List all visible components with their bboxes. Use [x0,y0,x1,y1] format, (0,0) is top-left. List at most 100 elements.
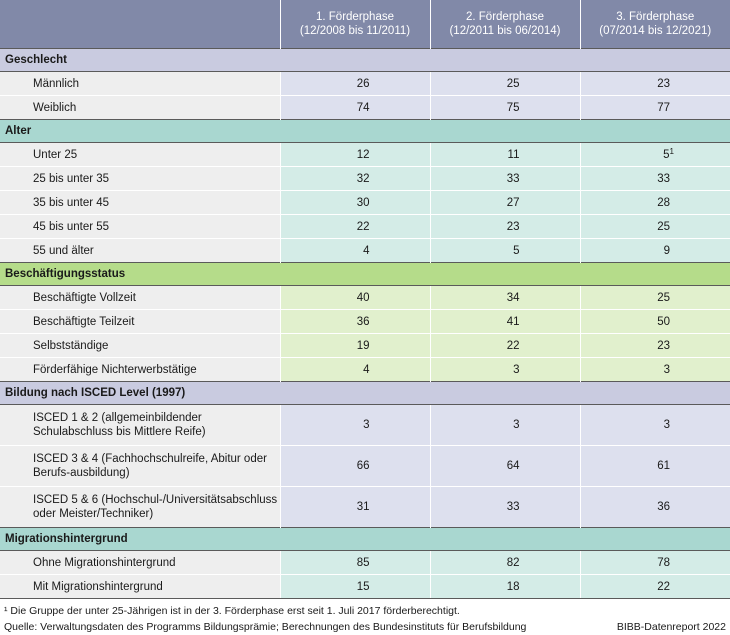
cell-value: 9 [579,238,730,263]
row-label: Förderfähige Nichterwerbstätige [0,357,280,382]
row-label: Unter 25 [0,142,280,167]
cell-value: 64 [429,445,580,487]
table-row: Selbstständige 19 22 23 [0,333,730,358]
cell-value: 25 [579,285,730,310]
cell-value: 51 [579,142,730,167]
cell-value: 33 [429,486,580,528]
table-row: 45 bis unter 55 22 23 25 [0,214,730,239]
data-table: 1. Förderphase (12/2008 bis 11/2011) 2. F… [0,0,730,598]
table-row: ISCED 1 & 2 (allgemeinbildender Schulabs… [0,404,730,446]
cell-value: 82 [429,550,580,575]
cell-value: 4 [279,238,430,263]
cell-value: 30 [279,190,430,215]
footnote: ¹ Die Gruppe der unter 25-Jährigen ist i… [4,605,460,617]
category-title: Alter [0,119,730,143]
cell-value: 19 [279,333,430,358]
table-row: Weiblich 74 75 77 [0,95,730,120]
cell-value: 22 [579,574,730,598]
cell-value: 85 [279,550,430,575]
cell-value: 36 [579,486,730,528]
cell-value: 3 [429,404,580,446]
cell-value: 36 [279,309,430,334]
row-label: Mit Migrationshintergrund [0,574,280,598]
table-row: ISCED 3 & 4 (Fachhochschulreife, Abitur … [0,445,730,487]
cell-value: 3 [279,404,430,446]
table-row: Förderfähige Nichterwerbstätige 4 3 3 [0,357,730,382]
row-label: ISCED 5 & 6 (Hochschul-/Universitätsabsc… [0,486,280,528]
table-row: Beschäftigte Teilzeit 36 41 50 [0,309,730,334]
category-row: Geschlecht [0,48,730,72]
cell-value: 33 [579,166,730,191]
table-row: Mit Migrationshintergrund 15 18 22 [0,574,730,598]
category-row: Alter [0,119,730,143]
cell-value: 31 [279,486,430,528]
header-empty [0,0,280,49]
cell-value: 40 [279,285,430,310]
header-row: 1. Förderphase (12/2008 bis 11/2011) 2. F… [0,0,730,49]
cell-value: 5 [429,238,580,263]
table-row: Ohne Migrationshintergrund 85 82 78 [0,550,730,575]
table-row: Männlich 26 25 23 [0,71,730,96]
row-label: Männlich [0,71,280,96]
cell-value: 22 [429,333,580,358]
row-label: 25 bis unter 35 [0,166,280,191]
table-row: ISCED 5 & 6 (Hochschul-/Universitätsabsc… [0,486,730,528]
row-label: Beschäftigte Teilzeit [0,309,280,334]
category-title: Bildung nach ISCED Level (1997) [0,381,730,405]
category-title: Migrationshintergrund [0,527,730,551]
header-phase-2: 2. Förderphase (12/2011 bis 06/2014) [429,0,580,49]
cell-value: 11 [429,142,580,167]
cell-value: 74 [279,95,430,120]
row-label: Beschäftigte Vollzeit [0,285,280,310]
table-row: 25 bis unter 35 32 33 33 [0,166,730,191]
cell-value: 3 [579,404,730,446]
cell-value: 12 [279,142,430,167]
row-label: 35 bis unter 45 [0,190,280,215]
cell-value: 66 [279,445,430,487]
source-note: Quelle: Verwaltungsdaten des Programms B… [4,621,527,633]
cell-value: 3 [579,357,730,382]
category-row: Beschäftigungsstatus [0,262,730,286]
cell-value: 22 [279,214,430,239]
table-row: Unter 25 12 11 51 [0,142,730,167]
header-phase-1: 1. Förderphase (12/2008 bis 11/2011) [279,0,430,49]
category-row: Migrationshintergrund [0,527,730,551]
cell-value: 50 [579,309,730,334]
category-title: Beschäftigungsstatus [0,262,730,286]
cell-value: 23 [579,333,730,358]
cell-value: 33 [429,166,580,191]
cell-value: 4 [279,357,430,382]
table-row: 55 und älter 4 5 9 [0,238,730,263]
row-label: ISCED 3 & 4 (Fachhochschulreife, Abitur … [0,445,280,487]
row-label: 45 bis unter 55 [0,214,280,239]
table-footer: ¹ Die Gruppe der unter 25-Jährigen ist i… [0,598,730,635]
cell-value: 41 [429,309,580,334]
row-label: Weiblich [0,95,280,120]
table-row: 35 bis unter 45 30 27 28 [0,190,730,215]
cell-value: 61 [579,445,730,487]
table-row: Beschäftigte Vollzeit 40 34 25 [0,285,730,310]
cell-value: 34 [429,285,580,310]
cell-value: 27 [429,190,580,215]
row-label: Selbstständige [0,333,280,358]
footnote-marker: 1 [669,146,674,156]
cell-value: 25 [579,214,730,239]
row-label: 55 und älter [0,238,280,263]
header-phase-3: 3. Förderphase (07/2014 bis 12/2021) [579,0,730,49]
cell-value: 78 [579,550,730,575]
cell-value: 28 [579,190,730,215]
cell-value: 77 [579,95,730,120]
cell-value: 32 [279,166,430,191]
cell-value: 25 [429,71,580,96]
cell-value: 18 [429,574,580,598]
credit-label: BIBB-Datenreport 2022 [616,621,726,633]
cell-value: 3 [429,357,580,382]
cell-value: 23 [429,214,580,239]
category-row: Bildung nach ISCED Level (1997) [0,381,730,405]
cell-value: 26 [279,71,430,96]
row-label: Ohne Migrationshintergrund [0,550,280,575]
cell-value: 23 [579,71,730,96]
cell-value: 15 [279,574,430,598]
category-title: Geschlecht [0,48,730,72]
cell-value: 75 [429,95,580,120]
